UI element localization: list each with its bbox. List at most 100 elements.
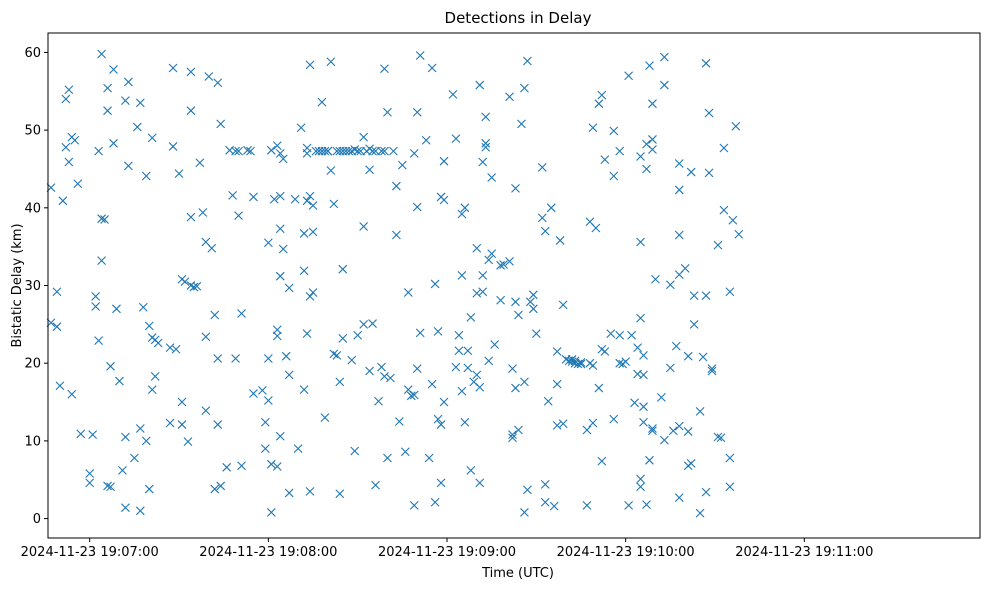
data-point <box>222 462 232 472</box>
data-point <box>106 361 115 371</box>
data-point <box>594 99 604 109</box>
data-point <box>725 482 735 492</box>
data-point <box>171 344 181 354</box>
data-point <box>624 500 634 510</box>
data-point <box>659 52 669 62</box>
data-point <box>475 382 485 392</box>
data-point <box>642 164 651 174</box>
data-point <box>391 230 401 240</box>
data-point <box>380 146 389 156</box>
data-point <box>499 260 508 269</box>
data-point <box>394 417 404 426</box>
data-point <box>448 89 458 99</box>
data-point <box>487 249 497 259</box>
data-point <box>216 481 226 491</box>
data-point <box>576 359 586 369</box>
data-point <box>531 329 541 339</box>
x-tick-label: 2024-11-23 19:07:00 <box>21 545 159 560</box>
data-point <box>275 191 285 201</box>
data-point <box>651 274 660 284</box>
data-point <box>439 397 449 407</box>
data-point <box>359 222 369 231</box>
data-point <box>85 469 95 478</box>
y-tick-label: 40 <box>24 201 41 216</box>
data-point <box>520 507 529 517</box>
data-point <box>514 425 523 435</box>
data-point <box>231 146 240 156</box>
data-point <box>701 58 711 68</box>
data-point <box>284 283 294 293</box>
data-point <box>144 484 154 494</box>
data-point <box>275 224 285 234</box>
data-point <box>344 146 354 156</box>
data-point <box>698 352 708 362</box>
data-point <box>695 508 705 518</box>
data-point <box>55 381 65 391</box>
data-point <box>713 240 723 250</box>
data-point <box>368 319 377 328</box>
data-point <box>246 146 255 156</box>
data-point <box>552 379 562 389</box>
data-point <box>490 340 500 349</box>
data-point <box>508 433 517 443</box>
data-point <box>124 161 133 171</box>
data-point <box>680 264 690 273</box>
data-point <box>511 297 520 307</box>
data-point <box>326 166 336 175</box>
data-point <box>58 196 68 206</box>
data-point <box>597 456 607 466</box>
data-point <box>645 455 654 465</box>
data-point <box>472 370 482 380</box>
data-point <box>514 310 523 320</box>
data-point <box>463 346 473 356</box>
data-point <box>94 146 104 156</box>
data-point <box>359 132 369 142</box>
y-tick-label: 30 <box>24 279 41 294</box>
data-point <box>701 291 711 300</box>
data-point <box>645 61 654 71</box>
data-point <box>424 453 434 463</box>
data-point <box>594 383 604 393</box>
data-point <box>543 396 553 406</box>
data-point <box>588 361 598 370</box>
data-point <box>481 142 491 152</box>
data-point <box>478 287 488 297</box>
data-point <box>397 160 407 170</box>
data-point <box>91 302 101 311</box>
data-point <box>475 80 485 90</box>
data-point <box>511 383 520 393</box>
data-point <box>558 300 568 310</box>
data-point <box>302 196 312 206</box>
data-point <box>103 83 112 93</box>
data-point <box>70 135 80 145</box>
data-point <box>243 145 252 155</box>
data-point <box>600 155 610 165</box>
y-axis-label: Bistatic Delay (km) <box>10 223 25 347</box>
data-point <box>674 230 684 240</box>
data-point <box>61 94 71 104</box>
data-point <box>412 364 422 374</box>
data-point <box>308 288 318 297</box>
data-point <box>391 181 401 191</box>
data-point <box>88 430 98 440</box>
data-point <box>648 145 657 154</box>
data-point <box>329 199 339 209</box>
data-point <box>112 304 121 314</box>
data-point <box>624 71 634 81</box>
data-point <box>234 146 243 156</box>
data-point <box>463 363 473 373</box>
data-point <box>636 152 645 161</box>
data-point <box>174 169 184 179</box>
data-point <box>168 142 178 151</box>
data-point <box>582 425 592 435</box>
data-point <box>308 227 318 237</box>
data-point <box>457 386 467 396</box>
data-points <box>46 49 744 518</box>
data-point <box>97 214 106 224</box>
data-point <box>231 354 240 363</box>
data-point <box>210 484 220 494</box>
data-point <box>380 372 389 381</box>
data-point <box>299 229 309 238</box>
data-point <box>317 97 327 107</box>
data-point <box>433 414 443 424</box>
